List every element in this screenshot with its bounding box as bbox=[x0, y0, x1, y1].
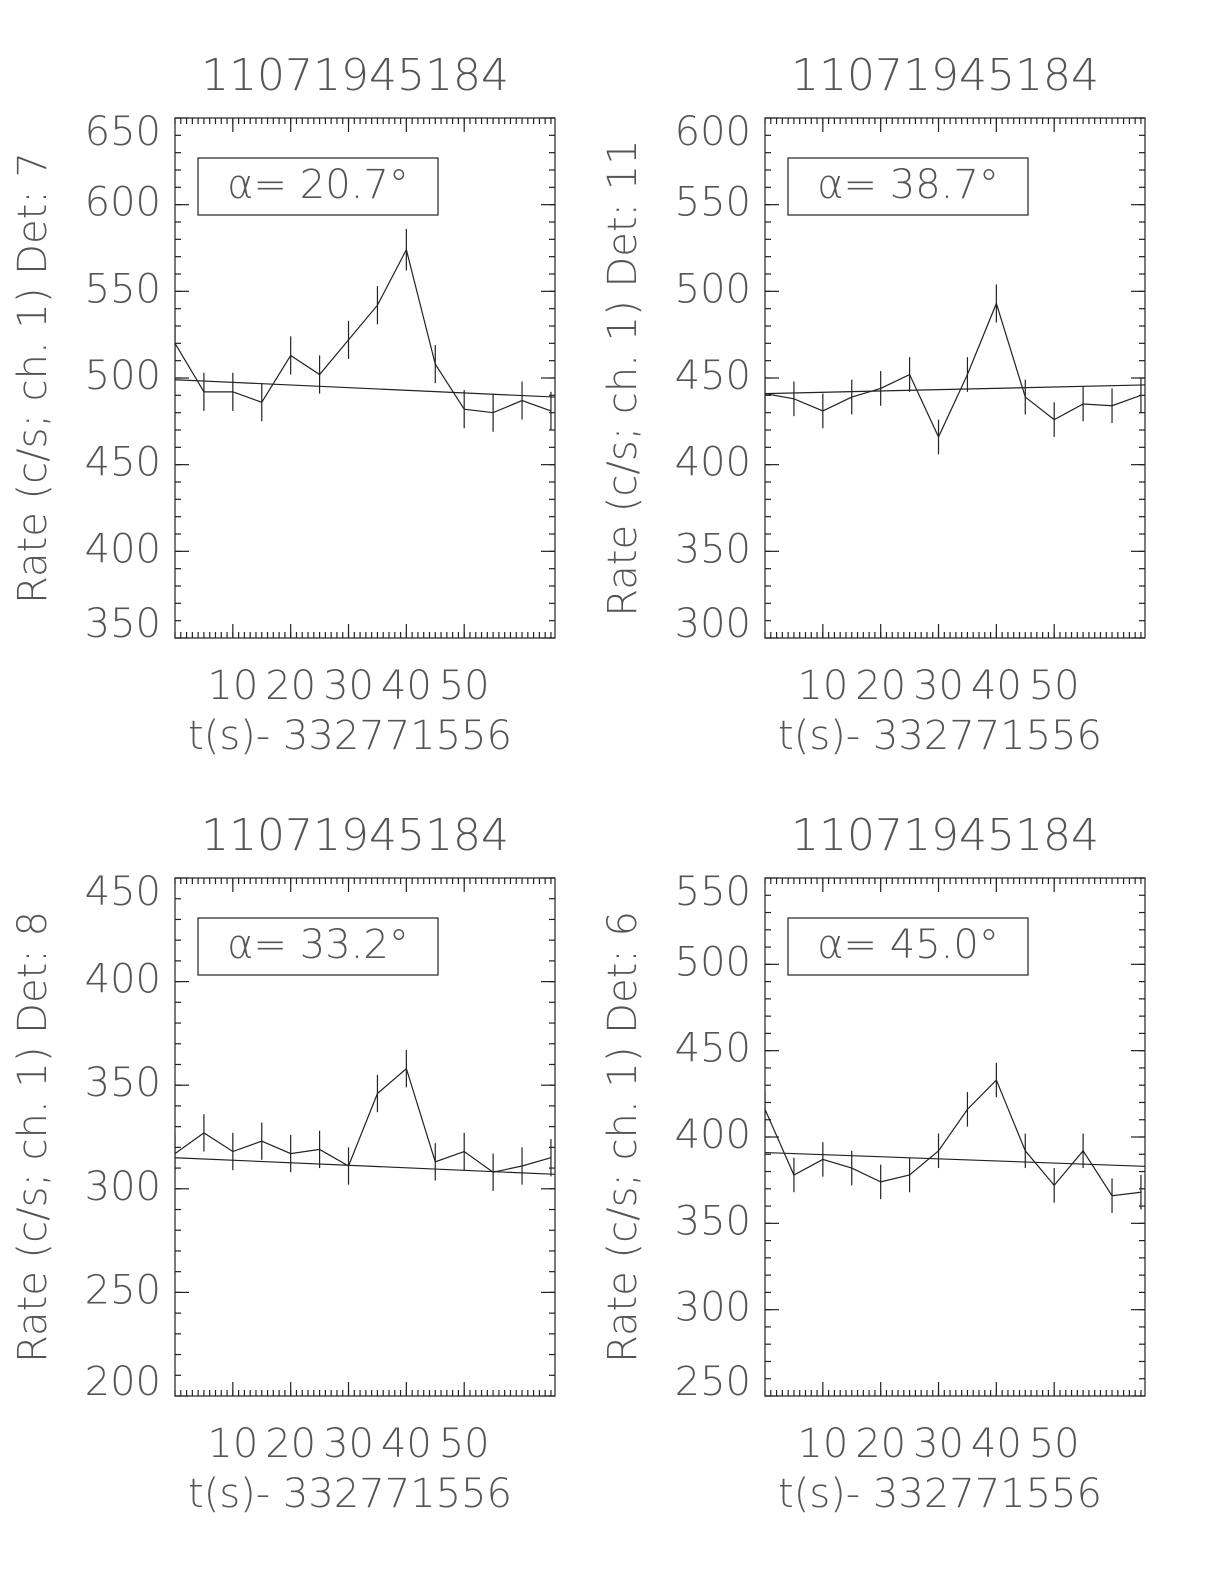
y-tick-label: 400 bbox=[85, 957, 161, 1003]
x-tick-label: 20 bbox=[855, 663, 906, 709]
fit-line bbox=[174, 1157, 556, 1175]
y-axis-label: Rate (c/s; ch. 1) Det: 6 bbox=[600, 911, 646, 1363]
annotation-box bbox=[787, 157, 1029, 216]
y-tick-label: 350 bbox=[85, 601, 161, 647]
data-line bbox=[765, 301, 1142, 439]
y-tick-label: 650 bbox=[85, 109, 161, 155]
x-tick-label: 20 bbox=[855, 1421, 906, 1467]
y-tick-label: 550 bbox=[675, 869, 751, 915]
x-tick-label: 40 bbox=[971, 663, 1022, 709]
annotation: α= 33.2° bbox=[227, 922, 409, 968]
x-tick-label: 10 bbox=[797, 1421, 848, 1467]
annotation: α= 45.0° bbox=[817, 922, 999, 968]
x-tick-label: 50 bbox=[1029, 1421, 1080, 1467]
annotation: α= 38.7° bbox=[817, 162, 999, 208]
chart-title: 11071945184 bbox=[791, 50, 1099, 101]
x-tick-label: 20 bbox=[265, 1421, 316, 1467]
y-tick-label: 300 bbox=[675, 601, 751, 647]
annotation-box bbox=[197, 157, 439, 216]
x-tick-label: 50 bbox=[439, 1421, 490, 1467]
data-line bbox=[765, 1078, 1142, 1197]
x-tick-label: 10 bbox=[797, 663, 848, 709]
x-axis-label: t(s)- 332771556 bbox=[778, 1471, 1102, 1517]
fit-line bbox=[174, 379, 556, 398]
y-axis-label: Rate (c/s; ch. 1) Det: 7 bbox=[10, 152, 56, 604]
chart-title: 11071945184 bbox=[201, 810, 509, 861]
y-tick-label: 500 bbox=[675, 266, 751, 312]
y-tick-label: 500 bbox=[85, 353, 161, 399]
x-tick-label: 10 bbox=[207, 663, 258, 709]
x-tick-label: 30 bbox=[323, 663, 374, 709]
y-tick-label: 400 bbox=[85, 526, 161, 572]
x-axis-label: t(s)- 332771556 bbox=[188, 713, 512, 759]
x-tick-label: 10 bbox=[207, 1421, 258, 1467]
y-tick-label: 300 bbox=[675, 1285, 751, 1331]
y-tick-label: 450 bbox=[85, 440, 161, 486]
annotation-box bbox=[197, 917, 439, 976]
x-tick-label: 50 bbox=[1029, 663, 1080, 709]
x-tick-label: 30 bbox=[323, 1421, 374, 1467]
x-axis-label: t(s)- 332771556 bbox=[778, 713, 1102, 759]
y-axis-label: Rate (c/s; ch. 1) Det: 11 bbox=[600, 139, 646, 616]
x-tick-label: 20 bbox=[265, 663, 316, 709]
chart-title: 11071945184 bbox=[791, 810, 1099, 861]
data-line bbox=[175, 248, 552, 414]
y-tick-label: 450 bbox=[675, 1026, 751, 1072]
chart-title: 11071945184 bbox=[201, 50, 509, 101]
data-line bbox=[175, 1067, 552, 1173]
y-tick-label: 500 bbox=[675, 939, 751, 985]
y-axis-label: Rate (c/s; ch. 1) Det: 8 bbox=[10, 911, 56, 1363]
y-tick-label: 400 bbox=[675, 440, 751, 486]
y-tick-label: 400 bbox=[675, 1112, 751, 1158]
y-tick-label: 550 bbox=[85, 266, 161, 312]
x-tick-label: 50 bbox=[439, 663, 490, 709]
x-tick-label: 30 bbox=[913, 1421, 964, 1467]
y-tick-label: 350 bbox=[675, 1198, 751, 1244]
y-tick-label: 600 bbox=[85, 180, 161, 226]
x-tick-label: 40 bbox=[381, 663, 432, 709]
y-tick-label: 450 bbox=[85, 869, 161, 915]
y-tick-label: 550 bbox=[675, 180, 751, 226]
fit-line bbox=[764, 384, 1146, 395]
y-tick-label: 250 bbox=[85, 1267, 161, 1313]
x-tick-label: 40 bbox=[971, 1421, 1022, 1467]
x-tick-label: 40 bbox=[381, 1421, 432, 1467]
x-axis-label: t(s)- 332771556 bbox=[188, 1471, 512, 1517]
y-tick-label: 450 bbox=[675, 353, 751, 399]
y-tick-label: 300 bbox=[85, 1164, 161, 1210]
y-tick-label: 600 bbox=[675, 109, 751, 155]
x-tick-label: 30 bbox=[913, 663, 964, 709]
y-tick-label: 350 bbox=[85, 1060, 161, 1106]
annotation-box bbox=[787, 917, 1029, 976]
y-tick-label: 250 bbox=[675, 1359, 751, 1405]
fit-line bbox=[764, 1151, 1146, 1167]
annotation: α= 20.7° bbox=[227, 162, 409, 208]
y-tick-label: 200 bbox=[85, 1359, 161, 1405]
y-tick-label: 350 bbox=[675, 526, 751, 572]
